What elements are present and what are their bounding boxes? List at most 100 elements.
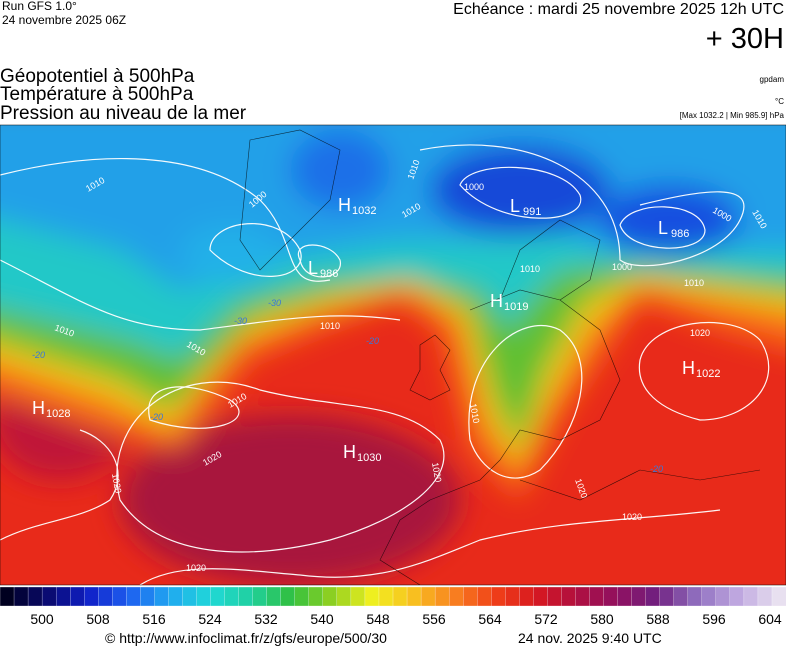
legend-swatch: [252, 586, 268, 607]
legend-tick-label: 564: [478, 611, 502, 627]
legend-swatch: [238, 586, 254, 607]
center-type: H: [32, 398, 45, 418]
isobar-label: 1000: [612, 262, 632, 272]
color-legend: 500 508 516 524 532 540 548 556 564 572 580 588 596 6…: [0, 586, 786, 627]
legend-swatch: [406, 586, 422, 607]
legend-swatch: [294, 586, 310, 607]
legend-tick-label: 588: [646, 611, 670, 627]
isobar-label: 1020: [622, 512, 642, 522]
legend-swatch: [659, 586, 675, 607]
legend-swatch: [322, 586, 338, 607]
unit-label: gpdam: [760, 75, 785, 84]
legend-swatch: [13, 586, 29, 607]
isobar-label: 1010: [684, 278, 704, 288]
center-value: 1022: [696, 368, 720, 380]
legend-swatch: [547, 586, 563, 607]
legend-tick-label: 508: [86, 611, 110, 627]
unit-label: °C: [775, 97, 784, 106]
legend-tick-label: 540: [310, 611, 334, 627]
legend-swatch: [715, 586, 731, 607]
legend-swatch: [561, 586, 577, 607]
legend-swatch: [448, 586, 464, 607]
isobar-label: 1010: [468, 403, 481, 424]
title-line: Pression au niveau de la mer: [0, 103, 247, 124]
isobar-label: 1010: [520, 264, 540, 274]
legend-swatch: [420, 586, 436, 607]
legend-tick-label: 596: [702, 611, 726, 627]
legend-swatch: [645, 586, 661, 607]
legend-swatch: [631, 586, 647, 607]
center-type: L: [510, 196, 520, 216]
isobar-label: 1020: [690, 328, 710, 338]
legend-tick-label: 524: [198, 611, 222, 627]
legend-tick-label: 532: [254, 611, 278, 627]
isobar-label: 1020: [430, 462, 443, 483]
legend-swatch: [84, 586, 99, 607]
legend-swatch: [70, 586, 85, 607]
legend-swatch: [140, 586, 156, 607]
isotherm-label: -20: [150, 412, 163, 422]
legend-tick-label: 516: [142, 611, 166, 627]
isotherm-label: -30: [234, 316, 247, 326]
title-line: Géopotentiel à 500hPa: [0, 66, 195, 87]
timestamp: 24 nov. 2025 9:40 UTC: [518, 630, 662, 646]
legend-swatch: [589, 586, 605, 607]
legend-swatch: [55, 586, 71, 607]
legend-swatch: [603, 586, 619, 607]
legend-swatch: [350, 586, 366, 607]
legend-swatch: [687, 586, 703, 607]
legend-tick-label: 572: [534, 611, 558, 627]
legend-swatch: [224, 586, 240, 607]
legend-swatch: [771, 586, 786, 607]
center-type: H: [343, 442, 356, 462]
legend-swatch: [743, 586, 759, 607]
center-value: 1028: [46, 408, 70, 420]
legend-swatch: [519, 586, 535, 607]
legend-swatch: [463, 586, 478, 607]
title-line: Température à 500hPa: [0, 84, 194, 105]
isotherm-label: -20: [366, 336, 379, 346]
legend-tick-label: 556: [422, 611, 446, 627]
center-value: 1032: [352, 205, 376, 217]
legend-swatch: [729, 586, 745, 607]
legend-swatch: [491, 586, 506, 607]
legend-swatch: [505, 586, 520, 607]
isotherm-labels: -30 -30 -20 -20 -20 -20: [32, 298, 663, 474]
isobar-label: 1000: [464, 182, 484, 192]
legend-tick-label: 548: [366, 611, 390, 627]
center-value: 1019: [504, 301, 528, 313]
legend-swatch: [701, 586, 717, 607]
source-url: © http://www.infoclimat.fr/z/gfs/europe/…: [105, 630, 387, 646]
legend-swatch: [0, 586, 15, 607]
run-label: Run GFS 1.0°: [2, 0, 77, 13]
center-type: H: [490, 291, 503, 311]
legend-swatch: [41, 586, 57, 607]
legend-swatch: [364, 586, 380, 607]
center-value: 986: [671, 228, 689, 240]
map: H 1032 L 986 L 991 L 986 H 1019 H 1028 H…: [0, 125, 786, 585]
legend-swatch: [126, 586, 142, 607]
legend-swatch: [533, 586, 549, 607]
legend-swatch: [182, 586, 198, 607]
forecast-time: Echéance : mardi 25 novembre 2025 12h UT…: [453, 1, 784, 18]
center-type: L: [658, 218, 668, 238]
isobar-label: 1020: [110, 473, 123, 494]
lead-time: + 30H: [706, 23, 784, 55]
center-type: L: [308, 258, 318, 278]
run-date: 24 novembre 2025 06Z: [2, 13, 126, 27]
legend-swatch: [280, 586, 296, 607]
legend-swatch: [336, 586, 352, 607]
legend-swatch: [575, 586, 591, 607]
legend-swatch: [434, 586, 450, 607]
legend-swatch: [210, 586, 226, 607]
legend-swatch: [308, 586, 324, 607]
legend-swatch: [757, 586, 773, 607]
center-type: H: [338, 195, 351, 215]
isobar-label: 1010: [320, 321, 340, 331]
isobar-label: 1020: [186, 563, 206, 573]
isotherm-label: -30: [268, 298, 281, 308]
isotherm-label: -20: [650, 464, 663, 474]
center-value: 1030: [357, 452, 381, 464]
pressure-range: [Max 1032.2 | Min 985.9] hPa: [680, 111, 785, 120]
